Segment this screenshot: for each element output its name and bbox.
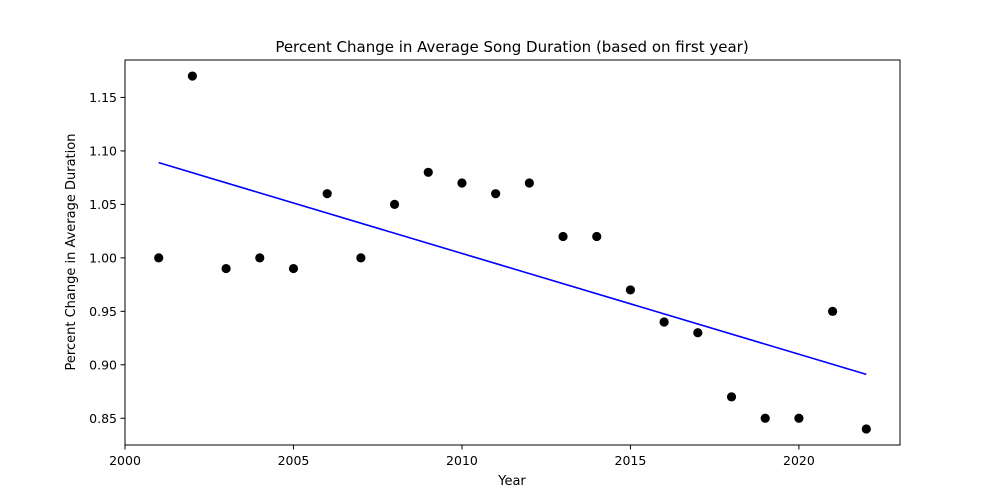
y-tick-label: 1.00 xyxy=(89,250,117,265)
data-point xyxy=(760,413,770,423)
y-tick-label: 0.95 xyxy=(89,304,117,319)
data-point xyxy=(457,178,467,188)
data-points-layer xyxy=(154,71,871,434)
data-point xyxy=(389,199,400,209)
data-point xyxy=(794,413,804,423)
data-point xyxy=(693,328,703,338)
y-axis-label: Percent Change in Average Duration xyxy=(64,134,79,371)
data-point xyxy=(659,317,669,327)
x-axis-label: Year xyxy=(497,474,526,489)
data-point xyxy=(356,253,366,263)
y-axis: 0.85 0.90 0.95 1.00 1.05 1.10 1.15 xyxy=(89,90,125,426)
data-point xyxy=(592,231,602,242)
x-tick-label: 2005 xyxy=(278,453,310,468)
data-point xyxy=(221,263,231,274)
data-point xyxy=(524,178,534,188)
x-axis: 2000 2005 2010 2015 2020 xyxy=(109,445,815,468)
data-point xyxy=(154,253,164,263)
data-point xyxy=(322,189,332,199)
x-tick-label: 2010 xyxy=(446,453,478,468)
trend-line-layer xyxy=(158,161,867,376)
data-point xyxy=(255,253,265,263)
y-tick-label: 0.85 xyxy=(89,411,117,426)
data-point xyxy=(726,392,737,402)
data-point xyxy=(423,167,433,177)
data-point xyxy=(491,189,501,199)
data-point xyxy=(288,263,299,274)
data-point xyxy=(625,285,636,295)
chart-title: Percent Change in Average Song Duration … xyxy=(275,38,748,56)
x-tick-label: 2000 xyxy=(109,453,141,468)
y-tick-label: 0.90 xyxy=(89,357,117,372)
data-point xyxy=(558,231,568,242)
y-tick-label: 1.05 xyxy=(89,197,117,212)
plot-area xyxy=(124,59,901,446)
x-tick-label: 2020 xyxy=(783,453,815,468)
data-point xyxy=(861,424,871,434)
data-point xyxy=(828,306,838,316)
data-point xyxy=(187,71,197,81)
trend-line xyxy=(158,161,867,376)
y-tick-label: 1.10 xyxy=(89,143,117,158)
x-tick-label: 2015 xyxy=(615,453,647,468)
y-tick-label: 1.15 xyxy=(89,90,117,105)
